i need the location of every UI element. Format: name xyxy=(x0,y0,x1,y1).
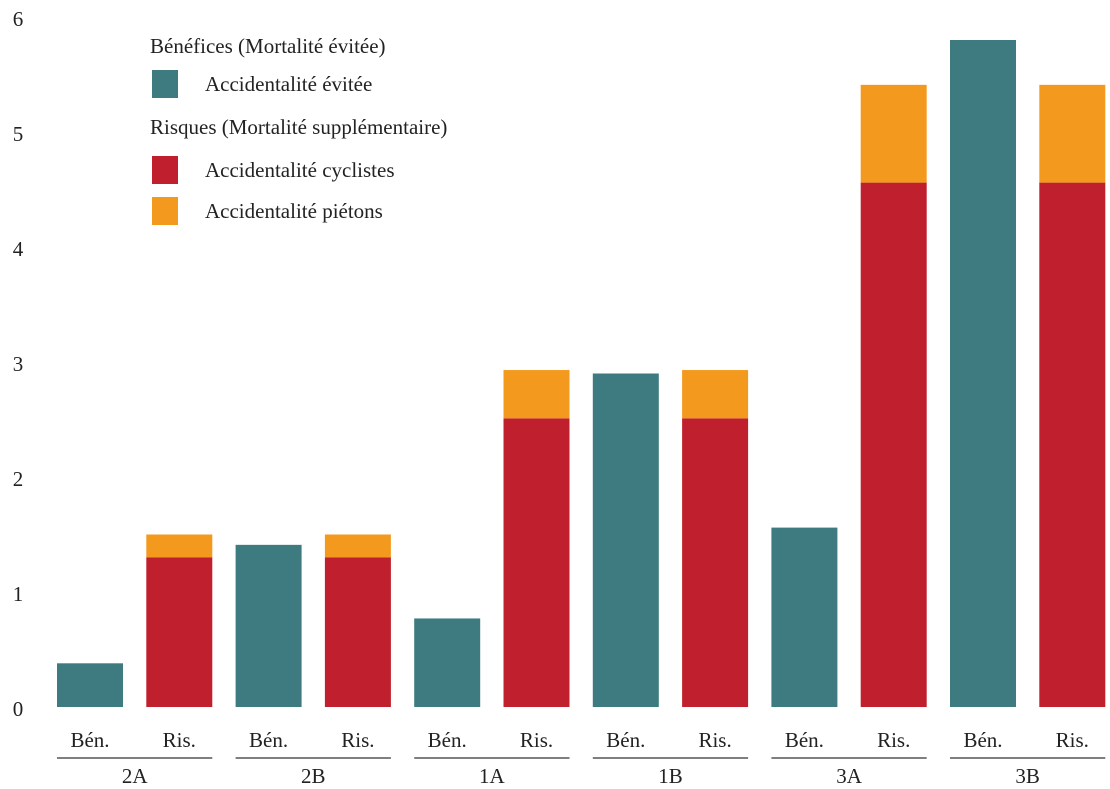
x-tick-label: Ris. xyxy=(163,728,196,752)
bar-segment xyxy=(771,527,838,707)
x-tick-label: Bén. xyxy=(249,728,288,752)
legend-swatch xyxy=(152,156,178,184)
bar-segment xyxy=(324,557,391,707)
legend-label: Accidentalité évitée xyxy=(205,72,372,96)
bar-segment xyxy=(682,418,749,707)
bar-segment xyxy=(860,182,927,708)
bar-segment xyxy=(503,418,570,707)
y-tick-label: 2 xyxy=(13,467,24,491)
y-tick-label: 0 xyxy=(13,697,24,721)
bar-segment xyxy=(324,534,391,558)
bar-segment xyxy=(1039,182,1106,708)
x-tick-label: Bén. xyxy=(428,728,467,752)
legend-heading: Bénéfices (Mortalité évitée) xyxy=(150,34,386,58)
bar-segment xyxy=(414,618,481,707)
legend-swatch xyxy=(152,197,178,225)
x-tick-label: Bén. xyxy=(785,728,824,752)
bar-segment xyxy=(860,84,927,183)
y-tick-label: 3 xyxy=(13,352,24,376)
x-tick-label: Bén. xyxy=(606,728,645,752)
bar-segment xyxy=(146,557,213,707)
x-tick-label: Ris. xyxy=(698,728,731,752)
bar-segment xyxy=(235,544,302,707)
group-label: 1A xyxy=(479,764,506,788)
bar-segment xyxy=(592,373,659,707)
bar-segment xyxy=(57,663,123,707)
x-tick-label: Ris. xyxy=(520,728,553,752)
bar-segment xyxy=(950,40,1016,707)
legend-label: Accidentalité piétons xyxy=(205,199,383,223)
y-tick-label: 4 xyxy=(13,237,24,261)
x-tick-label: Ris. xyxy=(341,728,374,752)
x-tick-label: Bén. xyxy=(963,728,1002,752)
group-label: 3A xyxy=(836,764,863,788)
y-tick-label: 1 xyxy=(13,582,24,606)
legend-heading: Risques (Mortalité supplémentaire) xyxy=(150,115,447,139)
x-tick-label: Ris. xyxy=(1056,728,1089,752)
y-tick-label: 5 xyxy=(13,122,24,146)
group-label: 2A xyxy=(122,764,149,788)
legend-label: Accidentalité cyclistes xyxy=(205,158,395,182)
y-tick-label: 6 xyxy=(13,7,24,31)
bar-segment xyxy=(682,370,749,419)
bar-segment xyxy=(503,370,570,419)
x-tick-label: Ris. xyxy=(877,728,910,752)
x-tick-label: Bén. xyxy=(70,728,109,752)
group-label: 1B xyxy=(658,764,683,788)
bar-segment xyxy=(146,534,213,558)
legend-swatch xyxy=(152,70,178,98)
bar-segment xyxy=(1039,84,1106,183)
group-label: 2B xyxy=(301,764,326,788)
group-label: 3B xyxy=(1015,764,1040,788)
